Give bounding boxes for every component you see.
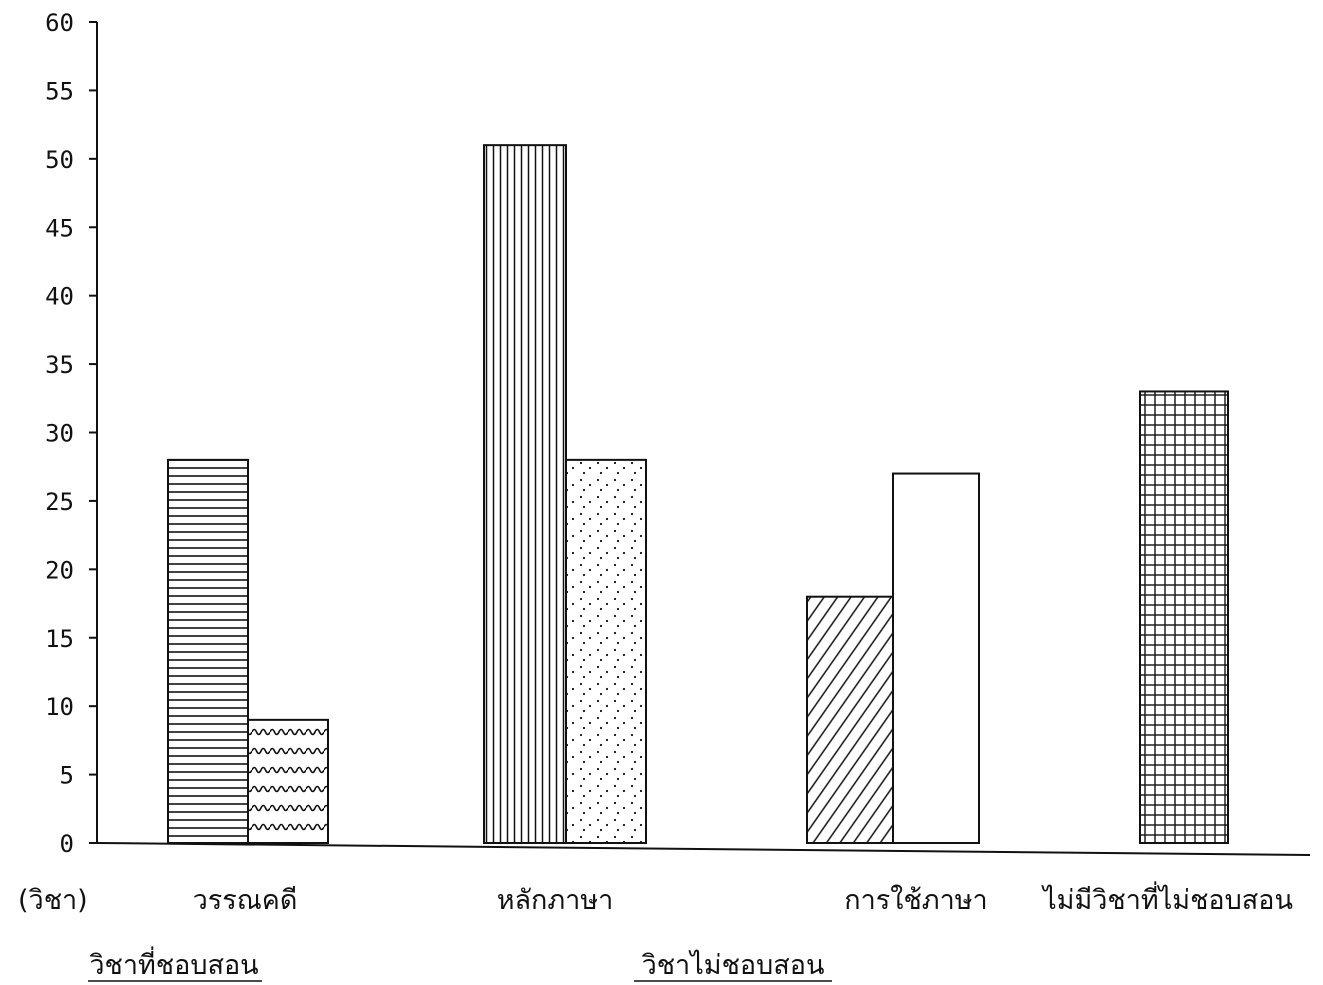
y-tick-label: 50: [45, 146, 74, 174]
bar-1-series-1: [565, 458, 647, 844]
y-tick-label: 45: [45, 214, 74, 242]
x-axis: [96, 842, 1311, 856]
y-tick-label: 5: [60, 762, 74, 790]
legend-label-series-1: วิชาไม่ชอบสอน: [642, 950, 825, 981]
y-tick-label: 20: [45, 556, 74, 584]
bar-0-series-1: [247, 718, 329, 844]
y-tick-label: 25: [45, 488, 74, 516]
legend-series-1: วิชาไม่ชอบสอน: [634, 950, 832, 982]
legend-series-0: วิชาที่ชอบสอน: [88, 946, 262, 982]
y-tick-label: 10: [45, 693, 74, 721]
legend-label-series-0: วิชาที่ชอบสอน: [89, 946, 258, 981]
bar-2-series-1: [892, 472, 980, 844]
category-label-2: การใช้ภาษา: [844, 884, 987, 916]
unit-label: (วิชา): [18, 885, 88, 916]
bar-1-series-0: [483, 144, 567, 844]
category-label-0: วรรณคดี: [193, 885, 298, 916]
y-axis: 0 5 10 15 20 25 30 35 40 45 50 55 60: [45, 9, 98, 858]
bar-0-series-0: [167, 458, 249, 844]
category-label-1: หลักภาษา: [497, 885, 614, 916]
y-tick-label: 30: [45, 420, 74, 448]
y-tick-label: 15: [45, 625, 74, 653]
bars: [167, 144, 1229, 845]
y-tick-label: 40: [45, 283, 74, 311]
y-tick-label: 35: [45, 351, 74, 379]
y-tick-label: 0: [60, 830, 74, 858]
category-label-3: ไม่มีวิชาที่ไม่ชอบสอน: [1041, 881, 1293, 916]
y-tick-label: 60: [45, 9, 74, 37]
y-tick-label: 55: [45, 77, 74, 105]
bar-3-series-1: [1139, 390, 1229, 844]
bar-2-series-0: [806, 595, 894, 845]
